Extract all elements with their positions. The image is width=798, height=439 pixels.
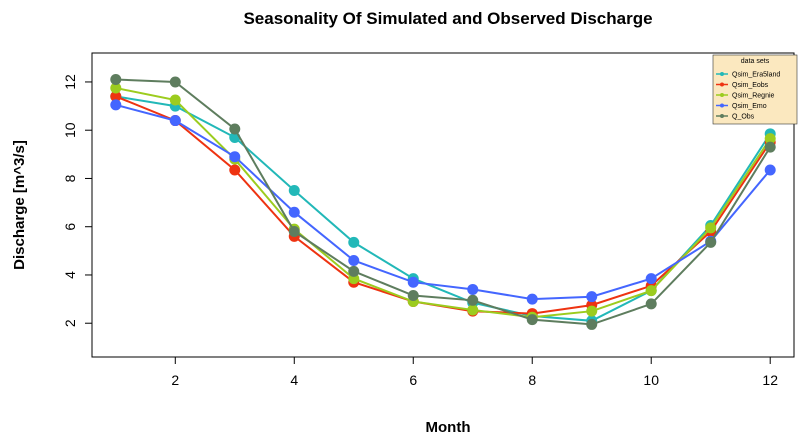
x-tick-label: 4 <box>290 372 298 388</box>
data-point-qsim-era5land <box>288 185 300 197</box>
x-axis: 2 4 6 8 10 12 <box>171 357 778 388</box>
x-tick-label: 2 <box>171 372 179 388</box>
series-line-qsim-regnie <box>115 87 772 319</box>
legend: data sets Qsim_Era5land Qsim_Eobs Qsim_Reg… <box>712 54 798 125</box>
legend-entry-label: Qsim_Era5land <box>732 72 780 79</box>
legend-entry-label: Qsim_Emo <box>732 103 767 110</box>
data-point-qsim-regnie <box>586 305 598 317</box>
data-point-q-obs <box>526 314 538 326</box>
data-point-qsim-regnie <box>645 285 657 297</box>
series-layer <box>110 74 776 330</box>
x-tick-label: 8 <box>528 372 536 388</box>
y-tick-label: 6 <box>62 223 78 231</box>
plot-area-frame <box>91 52 795 358</box>
x-axis-label: Month <box>426 419 471 436</box>
legend-box <box>712 54 798 125</box>
series-line-qsim-emo <box>115 103 771 301</box>
y-axis: 2 4 6 8 10 12 <box>62 74 92 327</box>
data-point-q-obs <box>586 318 598 330</box>
y-axis-label: Discharge [m^3/s] <box>11 140 28 270</box>
legend-swatch-point <box>720 82 724 87</box>
data-point-q-obs <box>169 76 181 88</box>
data-point-qsim-emo <box>526 293 538 305</box>
data-point-qsim-emo <box>348 254 360 266</box>
legend-title: data sets <box>741 58 770 65</box>
data-point-qsim-emo <box>586 291 598 303</box>
data-point-q-obs <box>110 74 122 86</box>
data-point-qsim-emo <box>110 99 122 111</box>
legend-entry-label: Qsim_Regnie <box>732 93 775 100</box>
data-point-q-obs <box>407 289 419 301</box>
legend-swatch-point <box>720 114 724 118</box>
data-point-q-obs <box>467 294 479 306</box>
data-point-q-obs <box>764 141 776 153</box>
data-point-qsim-eobs <box>110 90 122 102</box>
legend-swatch-point <box>720 103 724 108</box>
legend-swatch-point <box>720 93 724 97</box>
data-point-qsim-emo <box>288 206 300 218</box>
x-tick-label: 12 <box>762 372 778 388</box>
data-point-q-obs <box>705 236 717 248</box>
data-point-qsim-regnie <box>705 222 717 234</box>
y-tick-label: 4 <box>62 271 78 279</box>
data-point-qsim-emo <box>645 273 657 285</box>
y-tick-label: 10 <box>62 122 78 138</box>
y-tick-label: 12 <box>62 74 78 90</box>
chart-title: Seasonality Of Simulated and Observed Di… <box>243 9 652 28</box>
series-line-q-obs <box>115 78 772 326</box>
data-point-qsim-emo <box>764 164 776 176</box>
series-line-qsim-era5land <box>115 95 772 322</box>
data-point-qsim-era5land <box>348 236 360 248</box>
data-point-qsim-regnie <box>169 94 181 106</box>
data-point-q-obs <box>229 123 241 135</box>
x-tick-label: 10 <box>643 372 659 388</box>
y-tick-label: 8 <box>62 174 78 182</box>
data-point-qsim-regnie <box>467 304 479 316</box>
data-point-q-obs <box>348 265 360 277</box>
y-tick-label: 2 <box>62 319 78 327</box>
legend-swatch-point <box>720 72 724 76</box>
data-point-qsim-emo <box>407 276 419 288</box>
data-point-qsim-eobs <box>229 164 241 176</box>
data-point-qsim-regnie <box>110 82 122 94</box>
legend-entry-label: Qsim_Eobs <box>732 82 769 89</box>
data-point-qsim-emo <box>169 115 181 127</box>
x-tick-label: 6 <box>409 372 417 388</box>
data-point-qsim-emo <box>467 283 479 295</box>
legend-entry-label: Q_Obs <box>732 114 755 121</box>
data-point-qsim-emo <box>229 151 241 163</box>
data-point-q-obs <box>288 226 300 238</box>
data-point-q-obs <box>645 298 657 310</box>
data-point-qsim-regnie <box>764 133 776 145</box>
